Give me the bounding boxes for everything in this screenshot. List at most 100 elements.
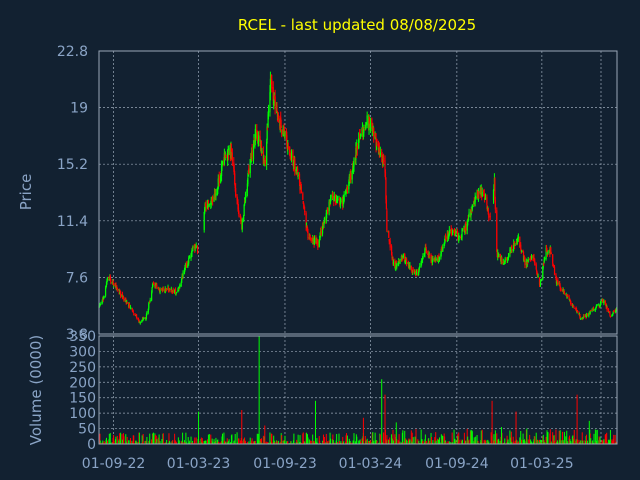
price-candle-body <box>419 265 421 268</box>
price-candle-body <box>192 247 194 249</box>
price-candle-body <box>570 302 572 305</box>
price-candle-body <box>389 240 391 248</box>
price-candle-body <box>271 79 273 89</box>
price-candle-body <box>535 264 537 270</box>
price-candle-body <box>215 193 217 197</box>
price-candle-body <box>422 253 424 259</box>
price-candle-body <box>205 204 207 208</box>
price-candle-body <box>335 202 337 204</box>
price-candle-body <box>591 309 594 311</box>
price-candle-body <box>171 292 173 294</box>
price-candle-body <box>489 216 491 218</box>
price-candle-body <box>280 125 282 129</box>
price-candle-body <box>392 262 395 264</box>
price-candle-body <box>243 204 245 216</box>
price-candle-body <box>169 289 171 291</box>
price-candle-body <box>351 171 353 180</box>
price-candle-body <box>292 149 294 161</box>
price-candle-body <box>467 218 470 221</box>
price-candle-body <box>131 308 133 311</box>
price-candle-body <box>398 260 400 262</box>
price-candle-body <box>197 245 199 253</box>
price-candle-body <box>338 198 341 202</box>
price-candle-body <box>180 282 182 286</box>
price-candle-body <box>425 246 427 248</box>
price-candle-body <box>394 261 396 268</box>
price-candle-body <box>213 197 215 202</box>
price-candle-body <box>546 249 548 251</box>
price-candle-body <box>576 310 579 313</box>
price-candle-body <box>445 237 447 240</box>
price-candle-body <box>409 265 411 268</box>
volume-tick-label: 300 <box>69 344 96 360</box>
price-candle-body <box>503 262 505 264</box>
volume-tick-label: 50 <box>78 422 96 438</box>
price-candle-body <box>396 264 398 268</box>
price-candle-body <box>484 197 487 200</box>
price-candle-body <box>313 237 316 243</box>
volume-tick-label: 350 <box>69 329 96 345</box>
price-candle-body <box>99 304 101 306</box>
price-candle-body <box>424 248 426 254</box>
price-candle-body <box>458 236 460 238</box>
price-candle-body <box>247 177 249 185</box>
price-candle-body <box>252 146 255 160</box>
price-candle-body <box>517 236 519 239</box>
price-candle-body <box>378 145 380 153</box>
date-tick-label: 01-03-23 <box>167 456 231 472</box>
price-candle-body <box>269 92 271 113</box>
price-candle-body <box>248 168 250 175</box>
price-candle-body <box>113 285 115 287</box>
price-candle-body <box>274 96 276 109</box>
volume-plot-frame <box>98 335 618 445</box>
price-candle-body <box>297 168 299 174</box>
price-candle-body <box>356 145 358 150</box>
price-candle-body <box>582 317 584 319</box>
price-candle-body <box>358 138 360 149</box>
price-candle-body <box>609 316 612 318</box>
price-candle-body <box>418 267 420 270</box>
price-candle-body <box>305 213 307 227</box>
price-candle-body <box>302 200 304 204</box>
price-candle-body <box>545 247 547 260</box>
price-candle-body <box>553 267 556 275</box>
price-candle-body <box>159 289 161 293</box>
price-candle-body <box>100 303 102 305</box>
volume-bars <box>98 336 618 444</box>
price-candle-body <box>272 87 274 102</box>
price-candle-body <box>590 310 592 312</box>
price-candle-body <box>556 280 558 284</box>
price-candle-body <box>336 199 339 202</box>
price-candle-body <box>346 185 349 191</box>
price-candle-body <box>514 244 516 246</box>
price-candles <box>98 71 618 325</box>
price-candle-body <box>112 280 114 285</box>
price-candle-body <box>520 244 522 250</box>
price-candle-body <box>521 250 523 252</box>
price-candle-body <box>461 229 463 238</box>
price-candle-body <box>441 247 443 250</box>
price-candle-body <box>156 284 158 287</box>
price-candle-body <box>404 253 406 262</box>
price-candle-body <box>243 215 245 221</box>
price-candle-body <box>557 279 559 284</box>
price-candle-body <box>328 201 330 211</box>
price-candle-body <box>170 288 172 291</box>
price-candle-body <box>318 240 320 248</box>
volume-tick-label: 0 <box>87 437 96 453</box>
price-candle-body <box>435 258 437 260</box>
price-candle-body <box>317 241 319 248</box>
volume-tick-label: 100 <box>69 406 96 422</box>
price-candle-body <box>164 288 166 294</box>
price-candle-body <box>150 292 153 301</box>
price-candle-body <box>504 258 506 263</box>
price-candle-body <box>175 292 178 294</box>
price-candle-body <box>110 278 112 283</box>
price-candle-body <box>332 192 334 199</box>
price-candle-body <box>448 229 450 236</box>
price-candle-body <box>249 158 251 174</box>
price-y-axis: 22.8 19 15.2 11.4 7.6 3.8 <box>57 44 88 343</box>
price-candle-body <box>385 177 387 200</box>
price-candle-body <box>266 126 268 141</box>
price-candle-body <box>297 174 299 176</box>
